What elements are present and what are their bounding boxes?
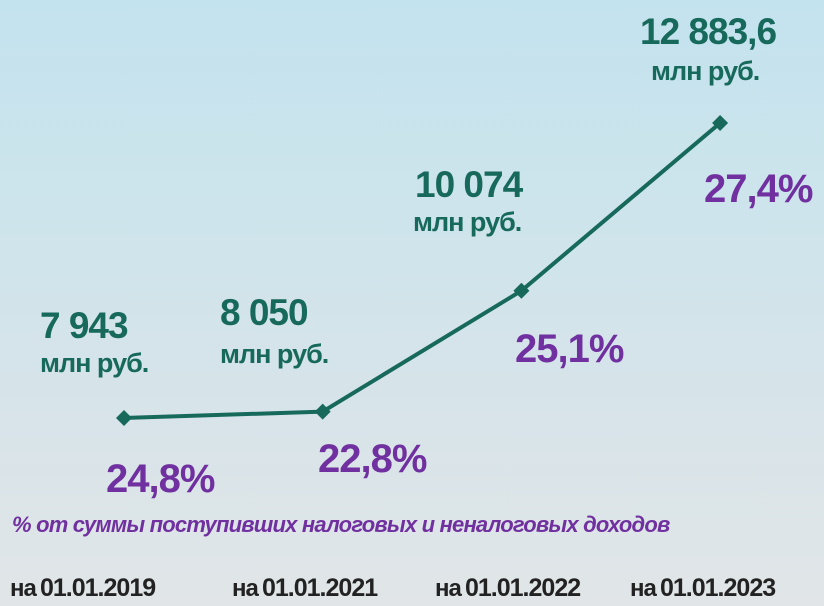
subtitle: % от суммы поступивших налоговых и ненал… (12, 512, 670, 537)
share-label: 22,8% (318, 437, 427, 481)
category-prefix: на (232, 575, 259, 602)
category-prefix: на (10, 575, 37, 602)
unit-label: млн руб. (220, 339, 328, 369)
share-label: 24,8% (106, 457, 215, 501)
x-tick-label: 01.01.2022 (465, 574, 580, 602)
marker (116, 410, 132, 426)
marker (314, 403, 331, 420)
value-label: 10 074 (415, 164, 524, 205)
value-label: 12 883,6 (640, 11, 776, 52)
value-label: 7 943 (40, 305, 128, 346)
marker (513, 282, 530, 299)
x-tick-label: 01.01.2019 (40, 574, 155, 602)
x-tick-label: 01.01.2021 (262, 574, 378, 602)
value-label: 8 050 (220, 292, 308, 333)
share-label: 27,4% (704, 167, 813, 211)
marker (712, 115, 729, 131)
x-tick-label: 01.01.2023 (660, 574, 775, 602)
line (123, 121, 722, 420)
share-label: 25,1% (515, 327, 624, 371)
category-prefix: на (435, 575, 462, 602)
unit-label: млн руб. (40, 348, 148, 378)
unit-label: млн руб. (651, 56, 759, 86)
unit-label: млн руб. (413, 207, 521, 237)
category-prefix: на (630, 575, 657, 602)
